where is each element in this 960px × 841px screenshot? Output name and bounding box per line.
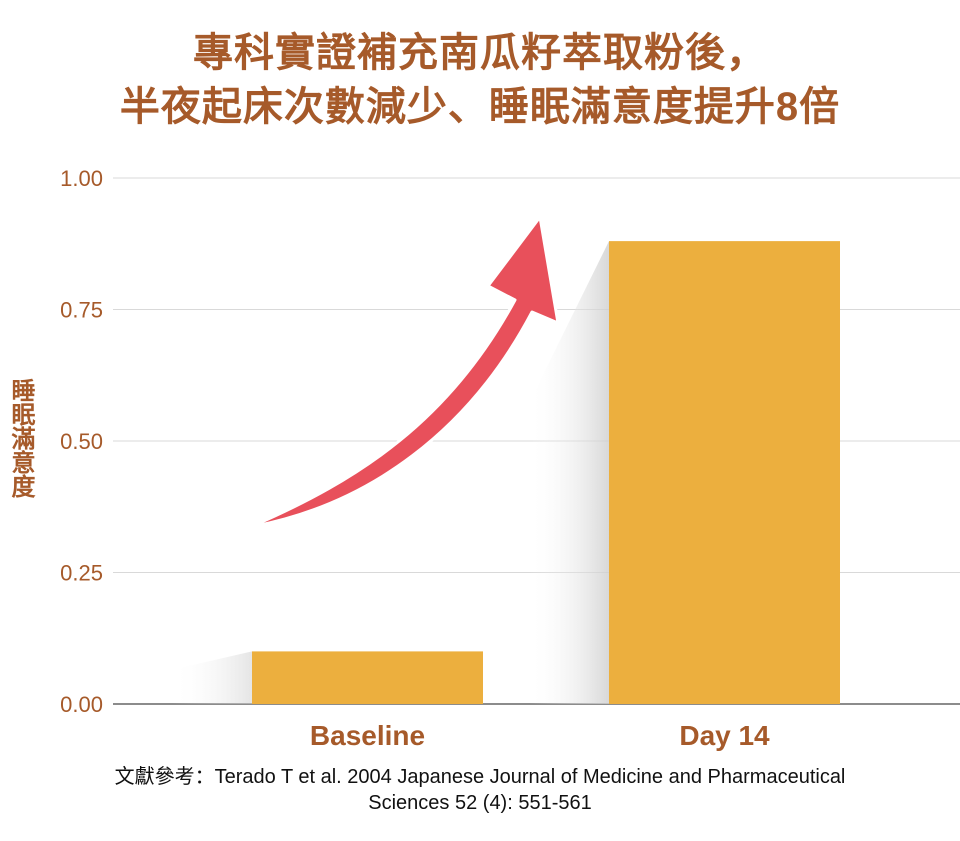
reference-line1: 文獻參考：Terado T et al. 2004 Japanese Journ… — [114, 766, 846, 788]
upward-arrow-icon — [248, 215, 560, 529]
chart-title-line1: 專科實證補充南瓜籽萃取粉後， — [193, 31, 767, 75]
y-axis-label: 睡眠滿意度 — [7, 378, 34, 498]
x-tick-label: Day 14 — [679, 720, 770, 751]
y-tick-label: 0.50 — [60, 429, 103, 454]
y-tick-label: 0.25 — [60, 561, 103, 586]
bar-shadow — [172, 651, 252, 704]
chart-title-line2: 半夜起床次數減少、睡眠滿意度提升8倍 — [119, 85, 841, 129]
reference-line2: Sciences 52 (4): 551-561 — [368, 792, 592, 814]
bar-shadow — [529, 241, 609, 704]
bar-baseline — [252, 651, 483, 704]
y-tick-label: 1.00 — [60, 166, 103, 191]
x-tick-label: Baseline — [310, 720, 425, 751]
bar-day-14 — [609, 241, 840, 704]
y-tick-label: 0.00 — [60, 692, 103, 717]
y-tick-label: 0.75 — [60, 298, 103, 323]
